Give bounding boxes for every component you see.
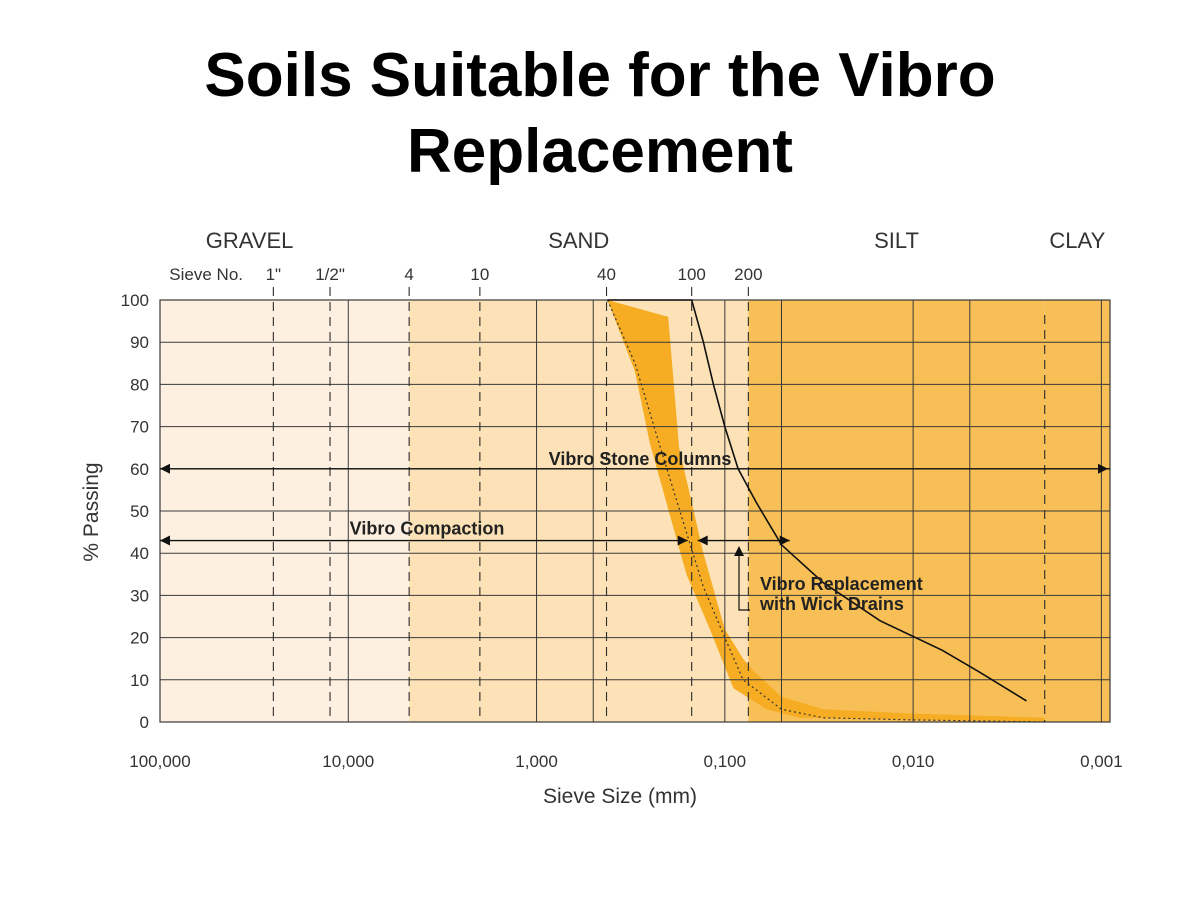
zone-label-clay: CLAY xyxy=(1049,228,1105,253)
y-tick-label-100: 100 xyxy=(121,291,149,310)
y-tick-label-20: 20 xyxy=(130,629,149,648)
y-tick-label-50: 50 xyxy=(130,502,149,521)
y-tick-label-90: 90 xyxy=(130,333,149,352)
sieve-label: 40 xyxy=(597,265,616,284)
x-tick-label: 1,000 xyxy=(515,752,558,771)
range-arrows xyxy=(160,463,1110,611)
sieve-label: 100 xyxy=(677,265,705,284)
zone-label-silt: SILT xyxy=(874,228,919,253)
grading-band xyxy=(607,300,1045,722)
wick-drains-arrowhead-right xyxy=(779,535,790,546)
stone-columns-arrowhead-right xyxy=(1098,463,1108,474)
y-axis-title: % Passing xyxy=(80,462,103,561)
zone-label-gravel: GRAVEL xyxy=(206,228,294,253)
zone-label-sand: SAND xyxy=(548,228,609,253)
y-tick-label-80: 80 xyxy=(130,375,149,394)
chart-labels: GRAVEL SAND SILT CLAY0102030405060708090100… xyxy=(80,228,1123,808)
compaction-arrowhead-right xyxy=(677,535,688,546)
fine-limit-curve xyxy=(607,299,1027,702)
x-tick-label: 0,010 xyxy=(892,752,935,771)
wick-drains-callout-arrowhead xyxy=(734,546,744,556)
page-title: Soils Suitable for the Vibro Replacement xyxy=(0,38,1200,190)
stone-columns-label: Vibro Stone Columns xyxy=(549,449,732,469)
grading-curves xyxy=(606,299,1045,723)
sieve-label: 1/2" xyxy=(315,265,345,284)
wick-drains-arrowhead-left xyxy=(697,535,708,546)
x-tick-label: 0,001 xyxy=(1080,752,1123,771)
compaction-arrowhead-left xyxy=(160,535,170,546)
page-title-line-1: Soils Suitable for the Vibro xyxy=(204,41,996,110)
wick-drains-callout-line xyxy=(738,556,750,611)
y-tick-label-40: 40 xyxy=(130,544,149,563)
grading-band-area xyxy=(607,300,1045,722)
y-tick-label-60: 60 xyxy=(130,460,149,479)
page-title-line-2: Replacement xyxy=(407,117,793,186)
y-tick-label-70: 70 xyxy=(130,418,149,437)
x-tick-label: 10,000 xyxy=(322,752,374,771)
sieve-prefix-label: Sieve No. xyxy=(169,265,243,284)
y-tick-label-10: 10 xyxy=(130,671,149,690)
sieve-label: 1" xyxy=(266,265,282,284)
compaction-label: Vibro Compaction xyxy=(350,519,505,539)
x-axis-title: Sieve Size (mm) xyxy=(543,785,697,808)
stone-columns-arrowhead-left xyxy=(160,463,170,474)
sieve-label: 4 xyxy=(404,265,413,284)
y-tick-label-30: 30 xyxy=(130,586,149,605)
wick-drains-label: Vibro Replacement with Wick Drains xyxy=(759,574,923,614)
x-tick-label: 100,000 xyxy=(129,752,190,771)
sieve-label: 200 xyxy=(734,265,762,284)
sieve-label: 10 xyxy=(470,265,489,284)
x-tick-label: 0,100 xyxy=(704,752,747,771)
y-tick-label-0: 0 xyxy=(140,713,149,732)
